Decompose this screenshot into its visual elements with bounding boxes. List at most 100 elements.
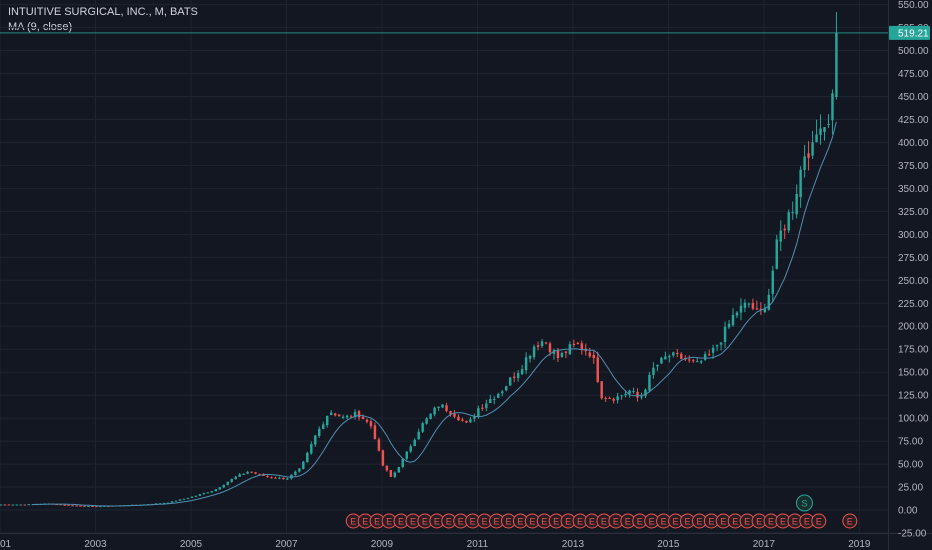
- candle-body: [238, 474, 241, 477]
- earnings-marker: E: [477, 513, 493, 529]
- candle-body: [27, 504, 31, 506]
- earnings-marker: E: [703, 513, 719, 529]
- candle-body: [556, 350, 560, 359]
- candle-body: [489, 399, 492, 404]
- price-axis-bg: [888, 0, 932, 550]
- candle-body: [835, 32, 838, 97]
- candle-body: [357, 411, 361, 418]
- candle-body: [485, 403, 488, 409]
- earnings-marker: E: [668, 513, 684, 529]
- candle-body: [282, 477, 285, 480]
- candle-body: [190, 496, 194, 499]
- candle-body: [3, 504, 7, 506]
- candle-body: [314, 435, 317, 445]
- candle-body: [83, 505, 86, 507]
- earnings-marker-label: E: [847, 517, 853, 527]
- candle-body: [349, 416, 353, 418]
- ma-layer: [0, 32, 888, 507]
- candle-body: [246, 471, 249, 474]
- candle-body: [691, 360, 695, 362]
- candle-body: [719, 342, 723, 345]
- candle-body: [536, 345, 540, 347]
- earnings-marker-label: E: [792, 517, 798, 527]
- candle-body: [63, 504, 66, 506]
- earnings-marker-label: E: [601, 517, 607, 527]
- y-tick-label: 350.00: [898, 184, 929, 195]
- candle-body: [576, 342, 580, 344]
- candle-body: [457, 416, 460, 421]
- candle-body: [676, 352, 679, 354]
- candle-body: [230, 478, 233, 482]
- candle-body: [206, 492, 210, 494]
- candle-body: [222, 484, 225, 488]
- time-axis-bg: [0, 533, 932, 550]
- candle-body: [254, 472, 257, 474]
- candle-body: [763, 308, 767, 313]
- earnings-marker: E: [524, 513, 540, 529]
- earnings-marker-label: E: [350, 517, 356, 527]
- earnings-marker-label: E: [422, 517, 428, 527]
- candle-body: [512, 376, 516, 378]
- candle-body: [341, 416, 345, 418]
- candle-body: [743, 302, 747, 308]
- candle-body: [381, 450, 385, 466]
- candle-body: [405, 451, 408, 459]
- candle-body: [99, 506, 102, 508]
- candle-body: [747, 303, 751, 305]
- candle-body: [560, 352, 564, 357]
- last-price-label: 519.21: [898, 28, 929, 39]
- earnings-marker-label: E: [625, 517, 631, 527]
- candle-body: [644, 389, 647, 397]
- indicator-label: MA (9, close): [8, 21, 73, 33]
- candle-body: [608, 397, 611, 399]
- earnings-marker-label: E: [446, 517, 452, 527]
- candle-body: [588, 352, 592, 357]
- last-price-tag: [889, 25, 930, 40]
- candle-body: [612, 398, 615, 401]
- earnings-marker-label: E: [398, 517, 404, 527]
- candle-body: [524, 357, 528, 371]
- y-tick-label: 150.00: [898, 368, 929, 379]
- x-tick-label: 2001: [0, 539, 12, 550]
- candle-body: [640, 396, 643, 398]
- candle-body: [799, 169, 802, 198]
- candle-body: [699, 361, 703, 363]
- earnings-marker-label: E: [696, 517, 702, 527]
- candle-body: [385, 465, 389, 471]
- y-tick-label: 400.00: [898, 138, 929, 149]
- candle-body: [266, 475, 269, 478]
- candle-body: [302, 461, 305, 469]
- y-tick-label: 225.00: [898, 299, 929, 310]
- candle-body: [306, 452, 309, 463]
- candle-body: [628, 390, 631, 394]
- earnings-marker-label: E: [637, 517, 643, 527]
- candle-body: [234, 476, 237, 480]
- candle-body: [516, 373, 520, 379]
- y-tick-label: 200.00: [898, 322, 929, 333]
- candle-body: [520, 369, 524, 375]
- earnings-marker-label: E: [565, 517, 571, 527]
- earnings-marker-label: E: [553, 517, 559, 527]
- candle-body: [465, 420, 468, 423]
- earnings-marker-label: E: [386, 517, 392, 527]
- candle-body: [656, 364, 659, 367]
- earnings-marker-label: E: [720, 517, 726, 527]
- candle-body: [815, 134, 818, 143]
- candle-body: [461, 419, 464, 421]
- earnings-marker: E: [644, 513, 660, 529]
- candle-body: [723, 326, 727, 343]
- earnings-marker: E: [453, 513, 469, 529]
- candle-body: [767, 294, 771, 310]
- candle-body: [170, 501, 174, 503]
- earnings-marker: E: [842, 513, 858, 529]
- candle-body: [632, 390, 635, 392]
- candle-body: [449, 411, 452, 415]
- candle-body: [31, 504, 35, 506]
- candle-body: [707, 354, 711, 356]
- candle-body: [353, 411, 357, 417]
- candle-body: [389, 469, 393, 477]
- y-tick-label: 325.00: [898, 207, 929, 218]
- candle-body: [182, 498, 186, 500]
- y-tick-label: 250.00: [898, 276, 929, 287]
